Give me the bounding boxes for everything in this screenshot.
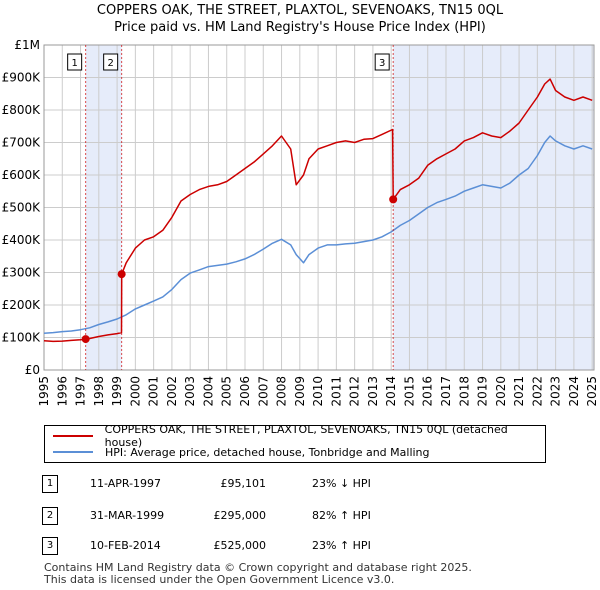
y-tick-label: £0 [25, 363, 40, 377]
x-tick-label: 2002 [165, 376, 179, 407]
x-tick-label: 1995 [37, 376, 51, 407]
y-tick-label: £500K [2, 201, 42, 215]
x-tick-label: 2021 [512, 376, 526, 407]
price-chart: £0 £100K £200K £300K £400K £500K £600K £700K £80… [2, 38, 600, 407]
sale-point [389, 195, 398, 204]
legend-item-property: COPPERS OAK, THE STREET, PLAXTOL, SEVENO… [53, 423, 545, 449]
sale-number-label: 3 [379, 58, 385, 69]
sale-number-box: 3 [374, 53, 390, 71]
x-tick-label: 2008 [275, 376, 289, 407]
transaction-hpi: 23% ↓ HPI [312, 477, 371, 490]
footer-license: This data is licensed under the Open Gov… [44, 573, 395, 586]
x-tick-label: 2016 [421, 376, 435, 407]
x-tick-label: 2006 [238, 376, 252, 407]
chart-subtitle: Price paid vs. HM Land Registry's House … [114, 20, 486, 35]
x-tick-label: 2014 [384, 376, 398, 407]
x-tick-label: 2024 [567, 376, 581, 407]
footer-copyright: Contains HM Land Registry data © Crown c… [44, 561, 472, 574]
transaction-number: 2 [42, 507, 58, 525]
transaction-hpi: 23% ↑ HPI [312, 539, 371, 552]
x-tick-label: 2018 [457, 376, 471, 407]
x-tick-label: 2023 [549, 376, 563, 407]
y-tick-label: £300K [2, 266, 42, 280]
sale-number-frame [374, 53, 390, 71]
sale-number-label: 2 [107, 58, 113, 69]
x-tick-label: 1997 [74, 376, 88, 407]
sale-point [117, 270, 126, 279]
legend-swatch-red [53, 435, 93, 437]
x-tick-label: 2011 [329, 376, 343, 407]
x-tick-label: 2007 [256, 376, 270, 407]
transaction-number: 3 [42, 537, 58, 555]
x-tick-label: 1998 [92, 376, 106, 407]
x-tick-label: 2010 [311, 376, 325, 407]
y-tick-label: £800K [2, 103, 42, 117]
x-tick-label: 2003 [183, 376, 197, 407]
transaction-date: 31-MAR-1999 [90, 509, 165, 522]
transaction-row: 3 10-FEB-2014 £525,000 23% ↑ HPI [0, 537, 600, 557]
footer: Contains HM Land Registry data © Crown c… [44, 562, 472, 586]
y-tick-label: £600K [2, 168, 42, 182]
x-tick-label: 1999 [110, 376, 124, 407]
x-tick-label: 2004 [201, 376, 215, 407]
plot-frame [43, 44, 595, 371]
legend-label-hpi: HPI: Average price, detached house, Tonb… [105, 445, 430, 459]
transaction-price: £95,101 [220, 477, 267, 490]
transaction-row: 1 11-APR-1997 £95,101 23% ↓ HPI [0, 475, 600, 495]
y-tick-label: £900K [2, 71, 42, 85]
transaction-price: £525,000 [213, 539, 267, 552]
transaction-price: £295,000 [213, 509, 267, 522]
x-tick-label: 2022 [530, 376, 544, 407]
x-tick-label: 2012 [348, 376, 362, 407]
sale-number-label: 1 [71, 58, 77, 69]
hpi-line [43, 135, 593, 335]
legend-label-property: COPPERS OAK, THE STREET, PLAXTOL, SEVENO… [104, 423, 508, 449]
x-tick-label: 2001 [147, 376, 161, 407]
transaction-number: 1 [42, 475, 58, 493]
x-tick-label: 2025 [585, 376, 599, 407]
transaction-hpi: 82% ↑ HPI [312, 509, 371, 522]
y-tick-label: £100K [2, 331, 42, 345]
transaction-date: 11-APR-1997 [90, 477, 162, 490]
y-tick-label: £1M [14, 38, 40, 52]
x-tick-label: 2020 [494, 376, 508, 407]
x-tick-label: 2000 [128, 376, 142, 407]
x-tick-label: 2005 [220, 376, 234, 407]
x-tick-label: 2013 [366, 376, 380, 407]
x-tick-label: 2017 [439, 376, 453, 407]
y-tick-label: £400K [2, 233, 42, 247]
chart-title: COPPERS OAK, THE STREET, PLAXTOL, SEVENO… [96, 3, 504, 18]
sale-number-frame [67, 53, 83, 71]
x-tick-label: 2015 [402, 376, 416, 407]
y-tick-label: £200K [2, 298, 42, 312]
transaction-row: 2 31-MAR-1999 £295,000 82% ↑ HPI [0, 507, 600, 527]
x-tick-label: 1996 [55, 376, 69, 407]
x-tick-label: 2009 [293, 376, 307, 407]
legend-swatch-blue [53, 451, 93, 453]
legend-item-hpi: HPI: Average price, detached house, Tonb… [53, 444, 430, 460]
x-tick-label: 2019 [476, 376, 490, 407]
sale-number-box: 2 [103, 53, 119, 71]
transaction-date: 10-FEB-2014 [90, 539, 161, 552]
sale-number-box: 1 [67, 53, 83, 71]
legend: COPPERS OAK, THE STREET, PLAXTOL, SEVENO… [44, 423, 546, 463]
y-tick-label: £700K [2, 136, 42, 150]
sale-point [81, 335, 90, 344]
sale-number-frame [103, 53, 119, 71]
